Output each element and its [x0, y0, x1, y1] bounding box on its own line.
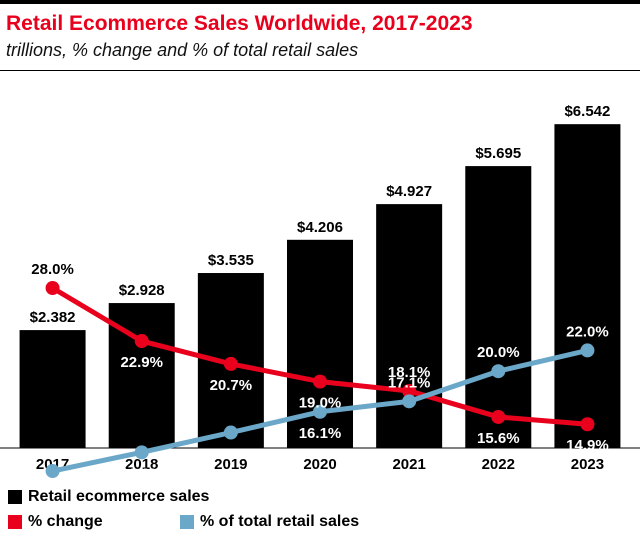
point-pct-change-2019: [223, 356, 238, 371]
legend-item-sales: Retail ecommerce sales: [8, 488, 209, 506]
bar-label-2019: $3.535: [208, 252, 254, 269]
point-pct-change-2018: [134, 334, 149, 349]
bar-2021: [376, 204, 443, 448]
top-rule: [0, 0, 640, 4]
bar-2017: [19, 330, 86, 448]
label-pct-total-2021: 17.1%: [388, 374, 431, 391]
bar-label-2018: $2.928: [119, 282, 165, 299]
label-pct-total-2023: 22.0%: [566, 323, 609, 340]
point-pct-change-2020: [313, 374, 327, 389]
x-tick-2018: 2018: [125, 456, 158, 473]
label-pct-total-2022: 20.0%: [477, 344, 520, 361]
x-tick-2019: 2019: [214, 456, 247, 473]
label-pct-change-2018: 22.9%: [120, 354, 163, 371]
point-pct-total-2019: [223, 425, 238, 440]
point-pct-total-2023: [580, 343, 595, 358]
label-pct-total-2019: 14.1%: [210, 446, 253, 463]
legend-label-share: % of total retail sales: [200, 513, 360, 530]
point-pct-change-2023: [580, 417, 595, 432]
point-pct-total-2018: [134, 445, 149, 460]
chart-subtitle: trillions, % change and % of total retai…: [6, 40, 359, 60]
label-pct-total-2020: 16.1%: [299, 425, 342, 442]
point-pct-change-2022: [491, 409, 506, 424]
x-tick-2023: 2023: [571, 456, 604, 473]
label-pct-change-2017: 28.0%: [31, 261, 74, 278]
legend-swatch-share: [180, 515, 194, 529]
label-pct-change-2021: 18.1%: [388, 364, 431, 381]
point-pct-total-2020: [313, 404, 327, 419]
point-pct-total-2017: [45, 464, 60, 479]
bar-2023: [554, 124, 621, 449]
point-pct-change-2021: [402, 383, 417, 398]
point-pct-total-2022: [491, 364, 506, 379]
bar-label-2017: $2.382: [30, 309, 76, 326]
bar-label-2023: $6.542: [564, 103, 610, 120]
bar-label-2020: $4.206: [297, 219, 343, 236]
legend-label-change: % change: [28, 513, 103, 530]
point-pct-change-2017: [45, 281, 60, 295]
label-pct-total-2018: 12.2%: [120, 465, 163, 482]
x-tick-2020: 2020: [303, 456, 336, 473]
point-pct-total-2021: [402, 394, 417, 409]
legend-item-change: % change: [8, 513, 103, 531]
label-pct-change-2023: 14.9%: [566, 437, 609, 454]
x-tick-2022: 2022: [482, 456, 515, 473]
chart-title: Retail Ecommerce Sales Worldwide, 2017-2…: [6, 12, 473, 35]
legend-label-sales: Retail ecommerce sales: [28, 488, 210, 505]
label-pct-change-2020: 19.0%: [299, 395, 342, 412]
header-rule: [0, 70, 640, 71]
legend: Retail ecommerce sales % change % of tot…: [0, 482, 640, 540]
x-tick-2021: 2021: [392, 456, 425, 473]
legend-swatch-sales: [8, 490, 22, 504]
bar-2022: [465, 166, 532, 448]
bar-label-2022: $5.695: [475, 145, 521, 162]
chart-area: $2.382 $2.928 $3.535 $4.206 $4.927 $5.695 $6.5…: [0, 103, 640, 482]
label-pct-change-2019: 20.7%: [210, 377, 253, 394]
legend-swatch-change: [8, 515, 22, 529]
bar-label-2021: $4.927: [386, 183, 432, 200]
label-pct-change-2022: 15.6%: [477, 430, 520, 447]
legend-item-share: % of total retail sales: [180, 513, 359, 531]
